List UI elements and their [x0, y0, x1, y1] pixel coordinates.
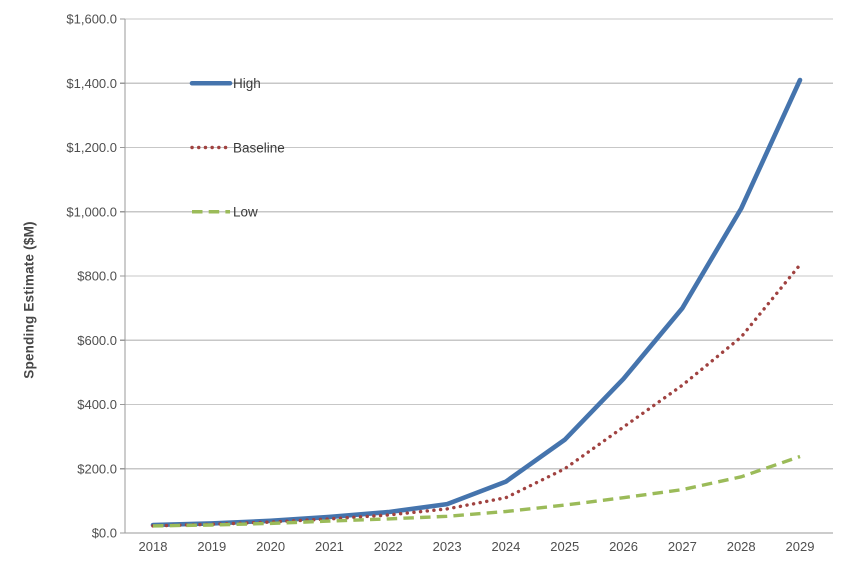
y-tick-label: $1,200.0 — [66, 140, 117, 155]
y-tick-label: $400.0 — [77, 397, 117, 412]
x-tick-label: 2028 — [727, 539, 756, 554]
y-tick-label: $800.0 — [77, 269, 117, 284]
y-tick-label: $1,600.0 — [66, 12, 117, 27]
y-tick-label: $600.0 — [77, 333, 117, 348]
x-tick-label: 2018 — [139, 539, 168, 554]
y-tick-label: $0.0 — [92, 526, 117, 541]
legend-label-low: Low — [233, 205, 258, 220]
legend-label-baseline: Baseline — [233, 140, 285, 155]
series-line-low — [152, 454, 801, 528]
x-tick-label: 2024 — [491, 539, 520, 554]
legend-label-high: High — [233, 76, 261, 91]
x-tick-label: 2025 — [550, 539, 579, 554]
y-tick-label: $1,400.0 — [66, 76, 117, 91]
x-tick-label: 2020 — [256, 539, 285, 554]
x-tick-label: 2022 — [374, 539, 403, 554]
x-tick-label: 2026 — [609, 539, 638, 554]
x-tick-label: 2029 — [786, 539, 815, 554]
x-tick-label: 2027 — [668, 539, 697, 554]
y-tick-label: $1,000.0 — [66, 204, 117, 219]
x-tick-label: 2019 — [197, 539, 226, 554]
y-tick-label: $200.0 — [77, 461, 117, 476]
x-tick-label: 2023 — [433, 539, 462, 554]
x-tick-label: 2021 — [315, 539, 344, 554]
